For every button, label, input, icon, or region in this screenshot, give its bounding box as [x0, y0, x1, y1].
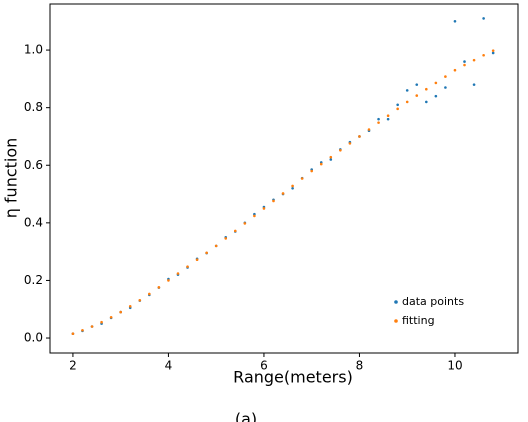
data-point — [453, 19, 457, 23]
x-tick-label: 6 — [260, 359, 268, 373]
data-point — [463, 63, 466, 67]
caption: (a) — [235, 410, 257, 422]
data-point — [138, 299, 142, 302]
data-point — [405, 89, 409, 92]
data-point — [434, 81, 438, 85]
data-point — [81, 328, 84, 332]
data-point — [472, 83, 476, 86]
data-point — [386, 114, 390, 118]
data-point — [415, 94, 419, 97]
data-point — [300, 177, 304, 180]
data-point — [377, 117, 380, 121]
data-point — [444, 75, 447, 78]
legend-label: data points — [402, 295, 464, 308]
y-axis-label: η function — [2, 138, 21, 219]
data-point — [186, 265, 189, 268]
data-point — [195, 258, 199, 262]
data-point — [425, 100, 428, 104]
data-point — [243, 222, 247, 225]
data-point — [90, 325, 94, 328]
data-point — [119, 310, 122, 314]
data-point — [339, 148, 342, 152]
data-point — [176, 272, 180, 275]
data-point — [415, 83, 419, 86]
y-tick-label: 0.8 — [24, 100, 43, 114]
data-point — [291, 184, 294, 188]
data-point — [396, 107, 399, 111]
data-point — [367, 128, 371, 131]
data-point — [253, 214, 256, 218]
data-point — [491, 51, 495, 55]
data-point — [377, 121, 380, 124]
data-point — [167, 279, 170, 282]
data-point — [358, 135, 361, 138]
x-tick-label: 10 — [447, 359, 462, 373]
data-point — [272, 199, 275, 203]
data-point — [329, 158, 333, 161]
data-point — [205, 251, 208, 255]
x-tick-label: 2 — [69, 359, 77, 373]
data-point — [491, 49, 495, 52]
data-point — [425, 87, 428, 91]
data-point — [281, 192, 285, 195]
data-point — [109, 315, 113, 319]
data-point — [224, 237, 228, 240]
data-point — [348, 142, 352, 145]
x-tick-label: 8 — [356, 359, 364, 373]
data-point — [157, 286, 161, 289]
data-point — [472, 58, 476, 62]
data-point — [386, 117, 390, 121]
y-tick-label: 1.0 — [24, 43, 43, 57]
data-point — [482, 17, 485, 20]
y-tick-label: 0.4 — [24, 215, 43, 229]
y-tick-label: 0.2 — [24, 273, 43, 287]
x-axis-label: Range(meters) — [233, 368, 353, 387]
data-point — [319, 162, 323, 166]
data-point — [482, 53, 485, 57]
data-point — [310, 169, 313, 173]
data-point — [100, 320, 103, 324]
data-point — [214, 244, 218, 248]
x-tick-label: 4 — [165, 359, 173, 373]
data-point — [148, 292, 151, 296]
data-point — [262, 207, 266, 210]
data-point — [291, 186, 294, 190]
legend-marker — [394, 300, 398, 304]
legend-label: fitting — [402, 314, 435, 327]
data-point — [128, 305, 132, 308]
data-point — [444, 86, 447, 89]
plot-frame — [49, 3, 519, 354]
data-point — [405, 100, 409, 104]
data-point — [71, 332, 75, 336]
data-point — [453, 68, 457, 72]
y-tick-label: 0.6 — [24, 158, 43, 172]
data-point — [329, 155, 333, 159]
data-point — [396, 103, 399, 107]
legend-marker — [394, 319, 398, 323]
data-point — [463, 60, 466, 63]
data-point — [233, 229, 237, 233]
y-tick-label: 0.0 — [24, 331, 43, 345]
data-point — [434, 94, 438, 98]
